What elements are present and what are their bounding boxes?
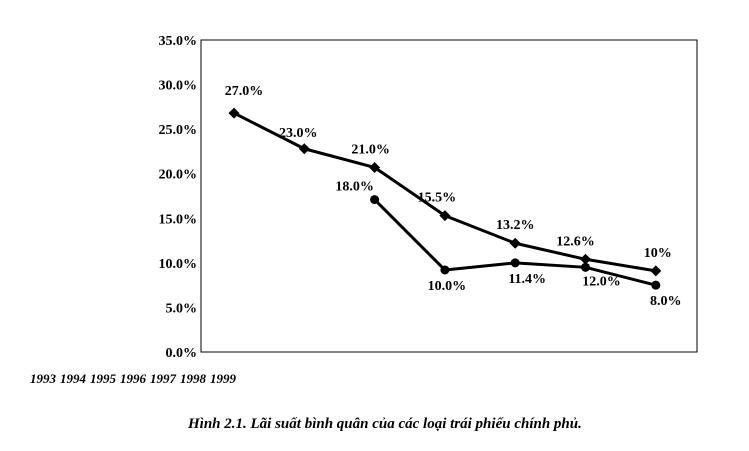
y-axis-ticks: 0.0% 5.0% 10.0% 15.0% 20.0% 25.0% 30.0% 35.0%: [159, 34, 198, 361]
data-point-circle: [370, 195, 380, 205]
data-point-diamond: [228, 107, 240, 119]
data-label: 27.0%: [225, 84, 264, 99]
y-tick-label: 30.0%: [159, 79, 198, 94]
data-point-diamond: [509, 237, 521, 249]
data-point-diamond: [650, 265, 662, 277]
data-point-circle: [651, 280, 661, 290]
y-tick-label: 20.0%: [159, 168, 198, 183]
y-tick-label: 0.0%: [166, 346, 198, 361]
data-point-diamond: [298, 143, 310, 155]
data-label: 10.0%: [428, 279, 467, 294]
plot-area: [200, 39, 698, 353]
y-tick-label: 35.0%: [159, 34, 198, 49]
data-point-circle: [510, 258, 520, 268]
x-category-label: 1995: [90, 371, 116, 386]
data-labels: 27.0% 23.0% 21.0% 15.5% 13.2% 12.6% 10% 18.0% 10…: [225, 84, 682, 309]
y-tick-label: 15.0%: [159, 212, 198, 227]
figure-caption: Hình 2.1. Lãi suất bình quân của các loạ…: [188, 416, 582, 432]
x-category-label: 1996: [120, 371, 146, 386]
y-tick-label: 25.0%: [159, 123, 198, 138]
data-point-diamond: [369, 161, 381, 173]
data-point-circle: [581, 262, 590, 272]
x-category-label: 1993: [30, 371, 56, 386]
data-label: 13.2%: [496, 218, 535, 233]
data-point-circle: [440, 265, 450, 275]
data-point-diamond: [580, 253, 591, 265]
data-label: 10%: [644, 246, 672, 261]
y-tick-label: 10.0%: [159, 257, 198, 272]
data-label: 12.6%: [556, 234, 595, 249]
data-label: 12.0%: [582, 274, 621, 289]
data-label: 21.0%: [351, 142, 390, 157]
x-category-label: 1998: [180, 371, 206, 386]
line-chart: 0.0% 5.0% 10.0% 15.0% 20.0% 25.0% 30.0% 35.0% 2…: [159, 34, 698, 361]
data-label: 23.0%: [279, 126, 318, 141]
x-axis-categories: 1993 1994 1995 1996 1997 1998 1999: [30, 371, 240, 387]
series-group: [228, 107, 662, 290]
data-label: 11.4%: [508, 272, 546, 287]
data-label: 8.0%: [650, 294, 682, 309]
data-label: 15.5%: [418, 191, 457, 206]
data-label: 18.0%: [335, 180, 374, 195]
x-category-label: 1997: [150, 371, 176, 386]
x-category-label: 1994: [60, 371, 86, 386]
x-category-label: 1999: [210, 371, 236, 386]
data-point-diamond: [439, 210, 451, 222]
y-tick-label: 5.0%: [166, 301, 198, 316]
